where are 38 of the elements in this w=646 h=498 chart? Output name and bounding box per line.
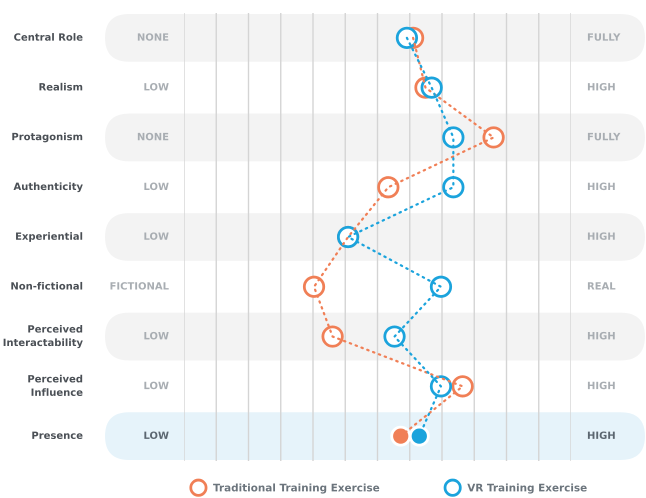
text: HIGH xyxy=(588,232,615,240)
text: LOW xyxy=(144,382,169,390)
text: LOW xyxy=(144,83,169,91)
y-tick-label: Perceived Influence xyxy=(28,374,83,396)
point xyxy=(302,276,326,298)
y-tick-label: Protagonism xyxy=(12,132,82,142)
legend-label: Traditional Training Exercise xyxy=(213,483,380,494)
text: REAL xyxy=(588,282,616,290)
legend-label: VR Training Exercise xyxy=(467,483,587,494)
y-tick-label: Realism xyxy=(39,82,82,91)
text: HIGH xyxy=(588,83,615,91)
y-tick-label: Perceived Interactability xyxy=(4,324,83,348)
point xyxy=(408,426,430,447)
text: HIGH xyxy=(588,382,615,390)
point xyxy=(442,126,464,149)
point xyxy=(430,276,452,298)
text: LOW xyxy=(144,332,169,340)
text: FICTIONAL xyxy=(110,282,169,290)
text: NONE xyxy=(138,132,168,140)
text: FULLY xyxy=(588,33,620,41)
y-tick-label: Authenticity xyxy=(14,182,83,192)
text: FULLY xyxy=(588,132,620,140)
y-tick-label: Central Role xyxy=(14,33,83,41)
y-tick-label: Non-fictional xyxy=(11,282,82,290)
y-tick-label: Experiential xyxy=(16,232,82,242)
point xyxy=(396,26,418,49)
text: HIGH xyxy=(588,431,615,440)
point xyxy=(482,126,505,149)
text: LOW xyxy=(144,232,169,240)
point xyxy=(390,426,412,447)
point xyxy=(383,325,406,348)
text: LOW xyxy=(144,182,169,190)
text: LOW xyxy=(144,431,169,440)
point xyxy=(321,325,344,348)
y-tick-label: Presence xyxy=(32,432,83,440)
text: HIGH xyxy=(588,332,615,340)
text: NONE xyxy=(138,33,168,41)
text: HIGH xyxy=(588,182,615,190)
